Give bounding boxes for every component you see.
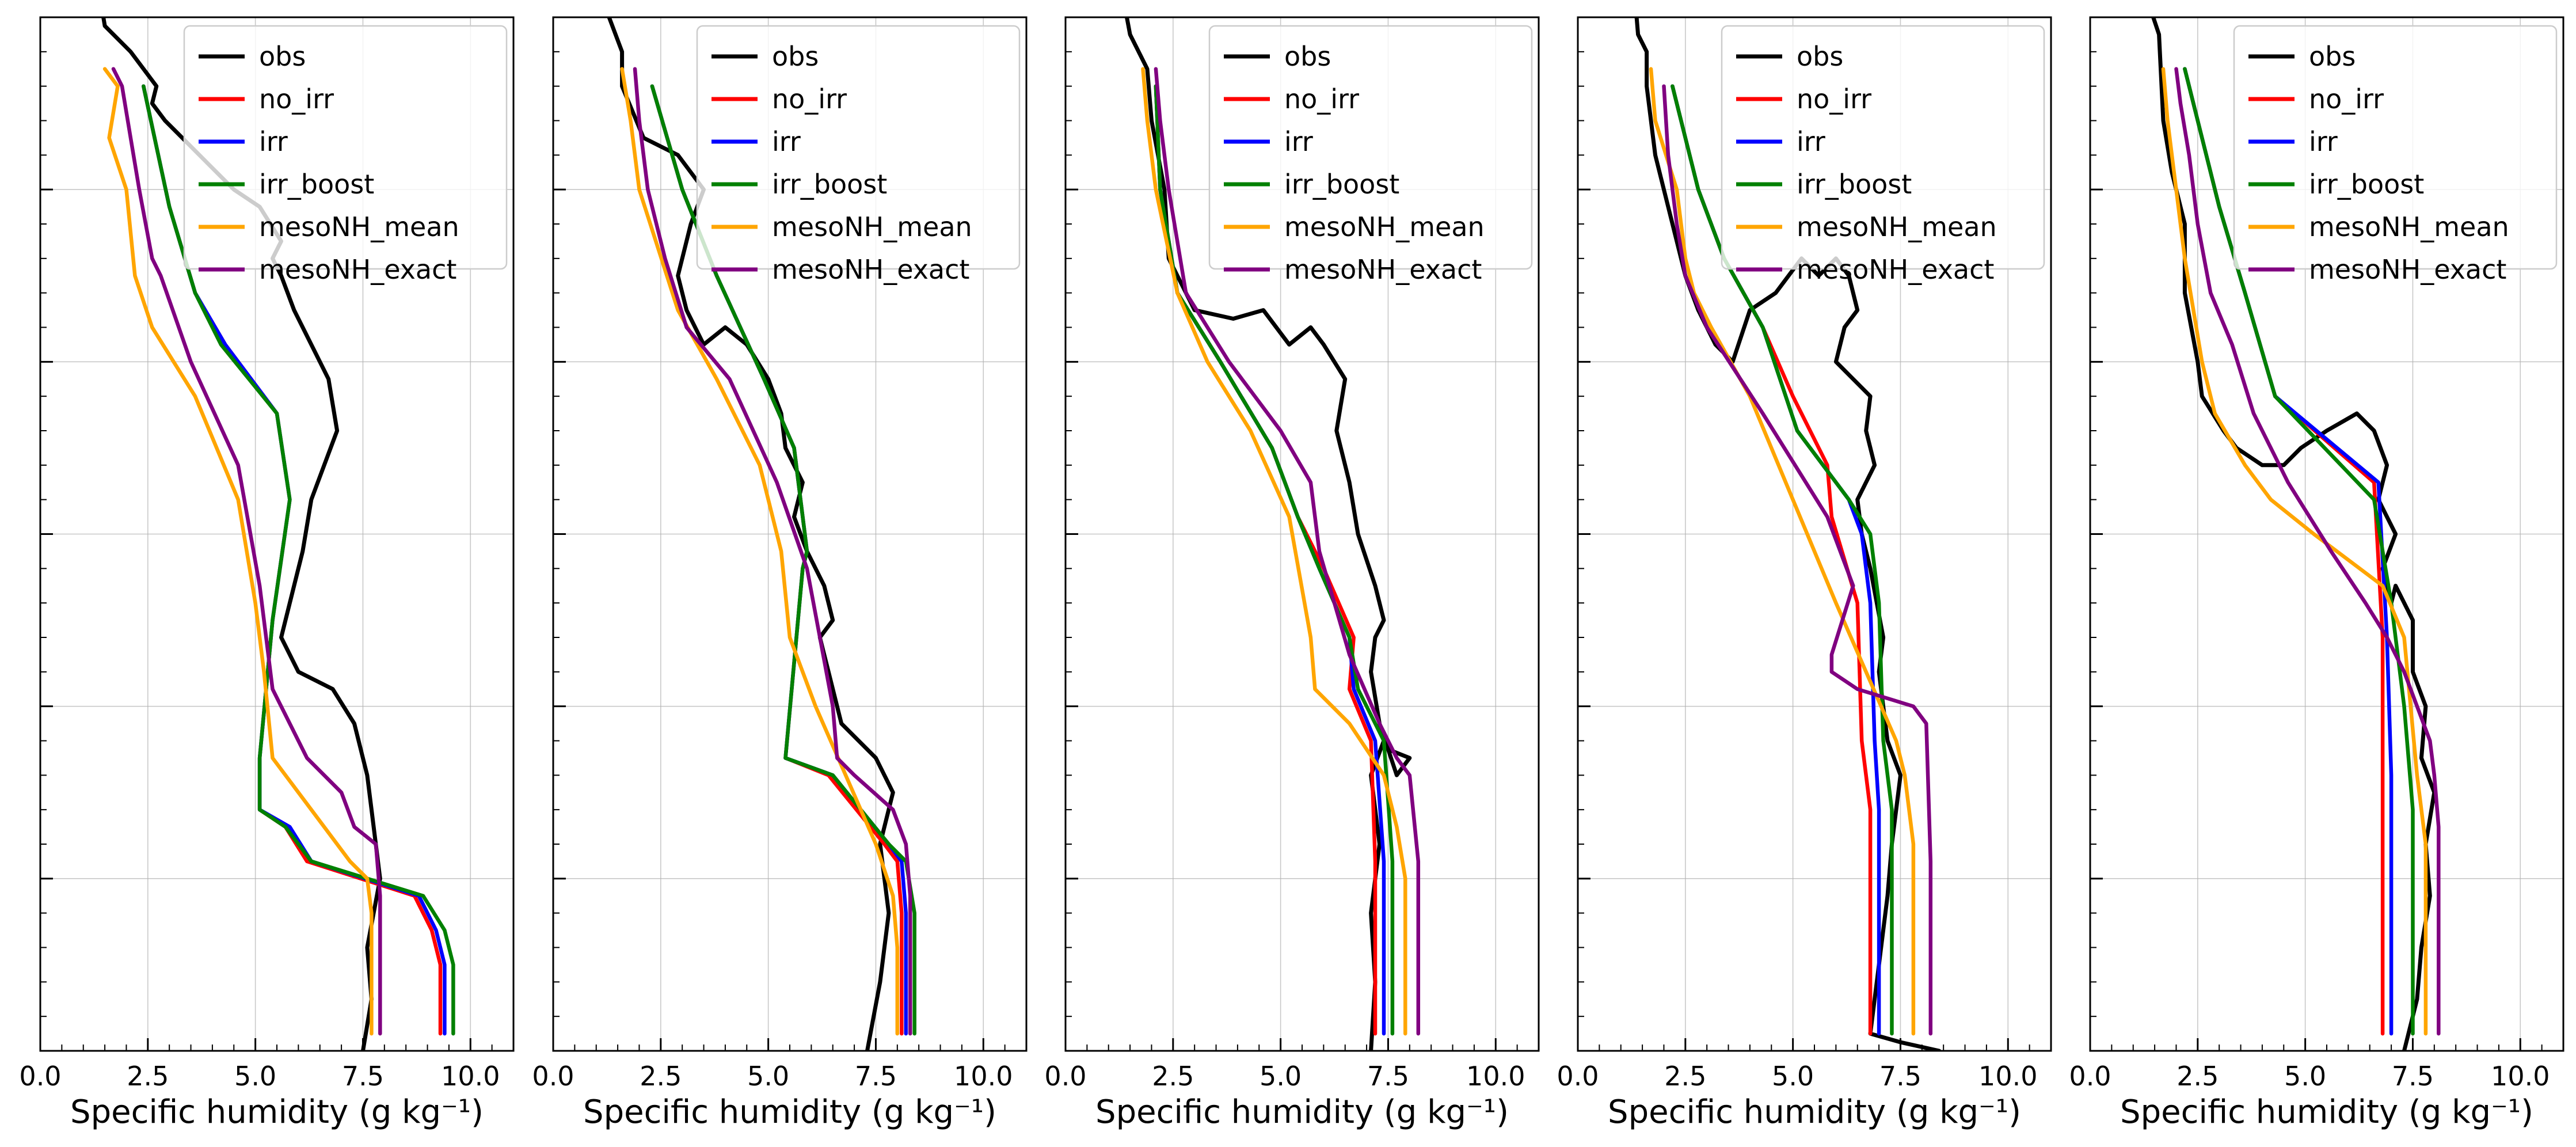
x-tick-label: 7.5 xyxy=(855,1061,897,1092)
legend-label-obs: obs xyxy=(1797,41,1843,72)
x-axis-label: Specific humidity (g kg⁻¹) xyxy=(70,1093,484,1131)
x-tick-label: 7.5 xyxy=(1367,1061,1409,1092)
x-tick-label: 0.0 xyxy=(19,1061,61,1092)
series-line-irr_boost xyxy=(2183,67,2415,1036)
series-line-mesoNH_mean xyxy=(102,67,374,1036)
x-axis-label: Specific humidity (g kg⁻¹) xyxy=(2120,1093,2533,1131)
legend-label-obs: obs xyxy=(2309,41,2356,72)
legend-label-irr: irr xyxy=(259,126,288,157)
legend-label-mesoNH_mean: mesoNH_mean xyxy=(2309,211,2509,242)
legend-label-no_irr: no_irr xyxy=(1284,83,1359,115)
legend-label-mesoNH_exact: mesoNH_exact xyxy=(2309,254,2506,285)
legend-box xyxy=(696,25,1021,270)
x-axis-label: Specific humidity (g kg⁻¹) xyxy=(1608,1093,2021,1131)
series-line-obs xyxy=(1634,17,1942,1051)
legend-label-no_irr: no_irr xyxy=(2309,83,2384,115)
legend-label-irr_boost: irr_boost xyxy=(2309,169,2424,200)
legend-box xyxy=(1721,25,2045,270)
legend-label-mesoNH_exact: mesoNH_exact xyxy=(1284,254,1482,285)
x-tick-label: 10.0 xyxy=(954,1061,1013,1092)
x-tick-label: 0.0 xyxy=(1044,1061,1086,1092)
legend-label-irr: irr xyxy=(1797,126,1825,157)
x-tick-label: 10.0 xyxy=(1466,1061,1525,1092)
series-line-mesoNH_exact xyxy=(111,67,382,1036)
legend-box xyxy=(183,25,508,270)
legend-label-mesoNH_exact: mesoNH_exact xyxy=(259,254,456,285)
legend-label-no_irr: no_irr xyxy=(1797,83,1871,115)
x-axis-label: Specific humidity (g kg⁻¹) xyxy=(583,1093,996,1131)
series-line-irr_boost xyxy=(142,84,455,1036)
legend-label-obs: obs xyxy=(1284,41,1331,72)
series-line-mesoNH_mean xyxy=(620,67,900,1036)
x-tick-label: 0.0 xyxy=(532,1061,574,1092)
series-line-irr_boost xyxy=(1671,84,1894,1036)
x-tick-label: 5.0 xyxy=(2284,1061,2326,1092)
series-line-mesoNH_exact xyxy=(1662,84,1933,1036)
x-tick-label: 0.0 xyxy=(1557,1061,1599,1092)
series-line-mesoNH_exact xyxy=(1154,67,1421,1036)
x-tick-label: 5.0 xyxy=(234,1061,276,1092)
legend-label-obs: obs xyxy=(259,41,306,72)
legend-label-irr_boost: irr_boost xyxy=(772,169,887,200)
x-tick-label: 10.0 xyxy=(2491,1061,2550,1092)
legend-label-mesoNH_mean: mesoNH_mean xyxy=(259,211,459,242)
x-axis-label: Specific humidity (g kg⁻¹) xyxy=(1095,1093,1509,1131)
series-line-obs xyxy=(607,17,895,1051)
x-tick-label: 10.0 xyxy=(1978,1061,2037,1092)
x-tick-label: 5.0 xyxy=(1260,1061,1302,1092)
legend-label-no_irr: no_irr xyxy=(772,83,847,115)
legend-label-mesoNH_exact: mesoNH_exact xyxy=(772,254,969,285)
legend-label-irr_boost: irr_boost xyxy=(1284,169,1399,200)
x-tick-label: 2.5 xyxy=(1152,1061,1194,1092)
x-tick-label: 10.0 xyxy=(441,1061,500,1092)
x-tick-label: 0.0 xyxy=(2069,1061,2111,1092)
x-tick-label: 2.5 xyxy=(640,1061,682,1092)
x-tick-label: 7.5 xyxy=(2392,1061,2434,1092)
series-group xyxy=(607,17,916,1051)
legend-label-irr_boost: irr_boost xyxy=(259,169,374,200)
series-group xyxy=(1634,17,1942,1051)
series-group xyxy=(2151,17,2441,1051)
legend-box xyxy=(1208,25,1533,270)
legend-label-irr: irr xyxy=(1284,126,1313,157)
legend-label-no_irr: no_irr xyxy=(259,83,334,115)
x-tick-label: 5.0 xyxy=(747,1061,789,1092)
x-tick-label: 7.5 xyxy=(1879,1061,1921,1092)
legend-label-irr: irr xyxy=(772,126,801,157)
legend-box xyxy=(2233,25,2558,270)
series-line-obs xyxy=(2151,17,2437,1051)
legend-label-irr_boost: irr_boost xyxy=(1797,169,1912,200)
legend-label-obs: obs xyxy=(772,41,819,72)
series-group xyxy=(1124,17,1421,1051)
x-tick-label: 2.5 xyxy=(1664,1061,1706,1092)
series-line-mesoNH_exact xyxy=(633,67,912,1036)
legend-label-mesoNH_mean: mesoNH_mean xyxy=(1797,211,1997,242)
x-tick-label: 2.5 xyxy=(2177,1061,2219,1092)
series-line-mesoNH_mean xyxy=(1141,67,1407,1036)
legend-label-mesoNH_mean: mesoNH_mean xyxy=(1284,211,1485,242)
series-line-mesoNH_mean xyxy=(2161,67,2428,1036)
legend-label-irr: irr xyxy=(2309,126,2338,157)
x-tick-label: 7.5 xyxy=(342,1061,384,1092)
x-tick-label: 2.5 xyxy=(127,1061,169,1092)
legend-label-mesoNH_mean: mesoNH_mean xyxy=(772,211,972,242)
legend-label-mesoNH_exact: mesoNH_exact xyxy=(1797,254,1994,285)
x-tick-label: 5.0 xyxy=(1772,1061,1814,1092)
series-line-mesoNH_exact xyxy=(2174,67,2441,1036)
